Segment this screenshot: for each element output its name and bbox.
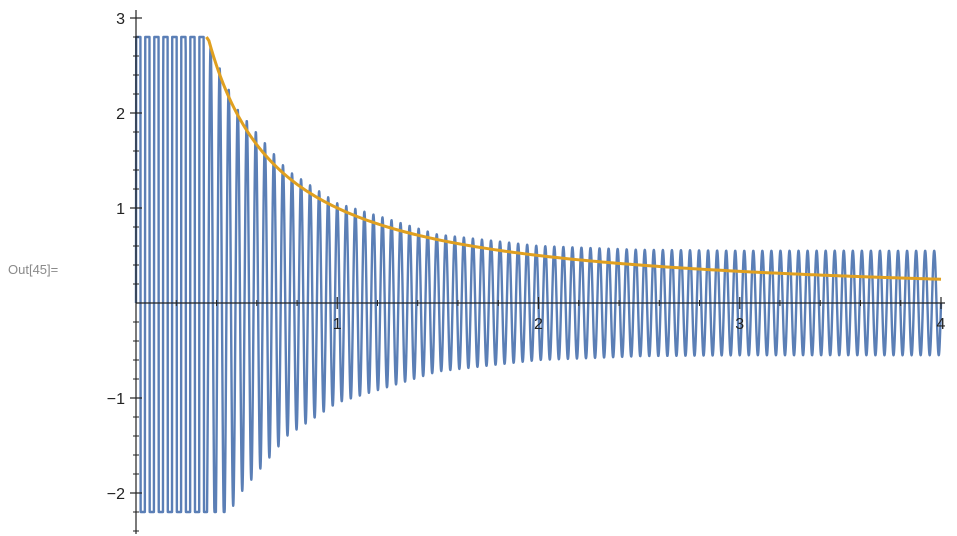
y-tick-label: −2 <box>107 486 125 503</box>
x-tick-label: 2 <box>534 316 543 333</box>
envelope-curve <box>205 36 942 281</box>
x-tick-label: 1 <box>333 316 342 333</box>
ticks: 1 2 3 4 3 2 1 −1 −2 <box>107 11 946 532</box>
y-tick-label: 2 <box>116 106 125 123</box>
plot-area <box>134 35 943 514</box>
output-cell-label: Out[45]= <box>8 262 59 277</box>
y-tick-label: −1 <box>107 391 125 408</box>
y-tick-label: 1 <box>116 201 125 218</box>
y-tick-label: 3 <box>116 11 125 28</box>
axes <box>135 10 945 534</box>
x-tick-label: 3 <box>735 316 744 333</box>
x-tick-label: 4 <box>937 316 946 333</box>
